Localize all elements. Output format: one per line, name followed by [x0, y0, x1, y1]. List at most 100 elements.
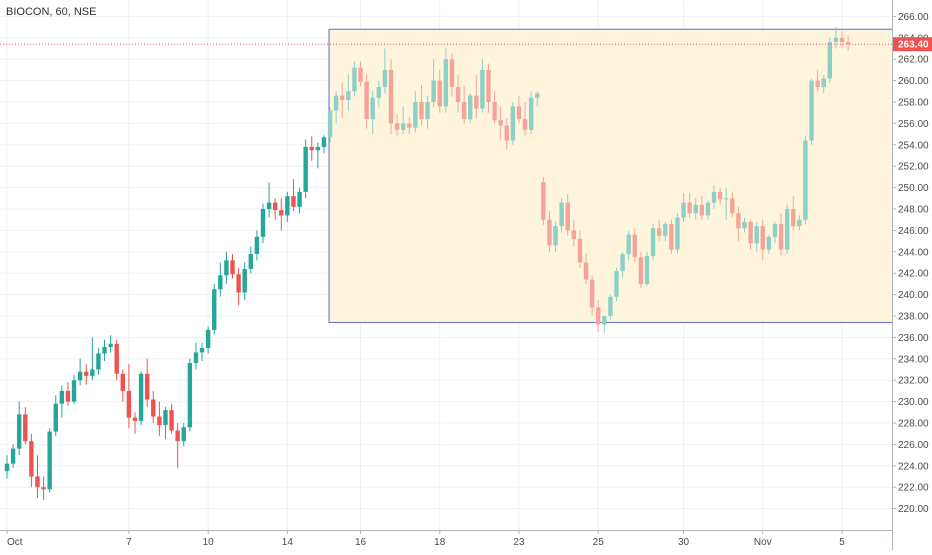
candle — [65, 382, 71, 406]
candle — [71, 374, 77, 404]
price-tick-label: 236.00 — [898, 333, 929, 344]
candle — [656, 219, 662, 242]
candle — [748, 219, 753, 250]
candle — [23, 406, 28, 445]
candle — [157, 401, 162, 436]
candle — [675, 213, 680, 254]
candle-body — [547, 219, 552, 246]
candle — [461, 85, 467, 124]
candle-body — [461, 102, 467, 120]
time-tick-label: Nov — [754, 537, 772, 548]
candle-body — [687, 202, 692, 214]
candle — [474, 75, 479, 119]
candle-body — [157, 416, 162, 426]
candle-body — [736, 213, 741, 229]
candle — [303, 139, 308, 199]
candles — [4, 27, 851, 501]
candle — [468, 93, 473, 124]
candle-body — [23, 414, 28, 442]
candle — [224, 251, 229, 284]
candle — [791, 196, 796, 231]
candle-body — [693, 204, 698, 214]
candle — [803, 136, 808, 224]
candle-body — [10, 448, 16, 464]
candle — [663, 221, 668, 242]
candle — [248, 246, 253, 274]
candle-body — [53, 403, 58, 432]
candle — [815, 69, 820, 92]
candle-body — [370, 97, 375, 120]
candle — [394, 114, 400, 137]
candle-body — [144, 373, 150, 400]
candle-body — [791, 209, 796, 227]
price-tick-label: 224.00 — [898, 461, 929, 472]
candle-body — [724, 198, 729, 200]
candle-body — [407, 123, 412, 128]
time-tick-label: 5 — [839, 537, 845, 548]
candle — [230, 253, 235, 279]
candle-body — [528, 97, 534, 130]
candle — [4, 455, 10, 479]
candle — [382, 48, 388, 94]
candle — [522, 102, 528, 137]
candle-body — [41, 487, 46, 490]
price-tick-label: 256.00 — [898, 119, 929, 130]
candle-body — [711, 191, 717, 203]
candle-body — [71, 380, 77, 402]
candle-body — [784, 209, 790, 250]
price-tick-label: 250.00 — [898, 183, 929, 194]
candle-body — [285, 196, 290, 216]
candle — [84, 364, 89, 385]
candle-body — [59, 390, 65, 404]
candle-body — [620, 253, 625, 272]
candle — [620, 251, 625, 278]
candle — [291, 179, 296, 212]
candle — [565, 194, 570, 236]
price-tick-label: 254.00 — [898, 140, 929, 151]
candle — [431, 59, 436, 108]
candle-body — [400, 123, 406, 130]
candle — [547, 211, 552, 252]
price-tick-label: 222.00 — [898, 483, 929, 494]
candle — [626, 230, 631, 261]
candle-body — [730, 198, 735, 214]
candle-body — [266, 202, 272, 209]
candle — [400, 106, 406, 135]
candle-body — [126, 390, 132, 418]
candle — [10, 444, 16, 468]
candle — [437, 69, 442, 113]
candle-body — [340, 95, 345, 100]
candle — [425, 95, 430, 129]
candle-body — [413, 102, 418, 128]
candle-body — [480, 69, 485, 109]
candle-body — [212, 289, 217, 330]
candle — [163, 406, 168, 440]
candle — [784, 204, 790, 254]
candle — [175, 423, 180, 468]
price-tick-label: 228.00 — [898, 419, 929, 430]
candle-body — [394, 123, 400, 130]
candle-body — [669, 223, 674, 250]
candle — [212, 283, 217, 335]
price-tick-label: 226.00 — [898, 440, 929, 451]
candle-body — [230, 260, 235, 275]
candle-body — [821, 78, 826, 88]
candle — [35, 455, 40, 498]
candle — [327, 107, 333, 143]
candle — [358, 61, 363, 86]
candle-body — [839, 37, 845, 43]
candle — [614, 267, 619, 302]
candle — [583, 253, 589, 284]
candle — [419, 84, 424, 126]
candle — [510, 102, 516, 145]
candle-body — [132, 417, 138, 421]
candle-body — [35, 476, 40, 488]
candle — [632, 228, 637, 263]
time-axis[interactable]: Oct 7 10 14 16 18 23 25 30 Nov 5 — [0, 530, 892, 550]
price-axis[interactable]: 220.00 222.00 224.00 226.00 228.00 230.00 232.… — [892, 0, 932, 550]
candle — [577, 230, 583, 268]
candle-body — [632, 234, 637, 258]
candle-body — [84, 371, 89, 376]
